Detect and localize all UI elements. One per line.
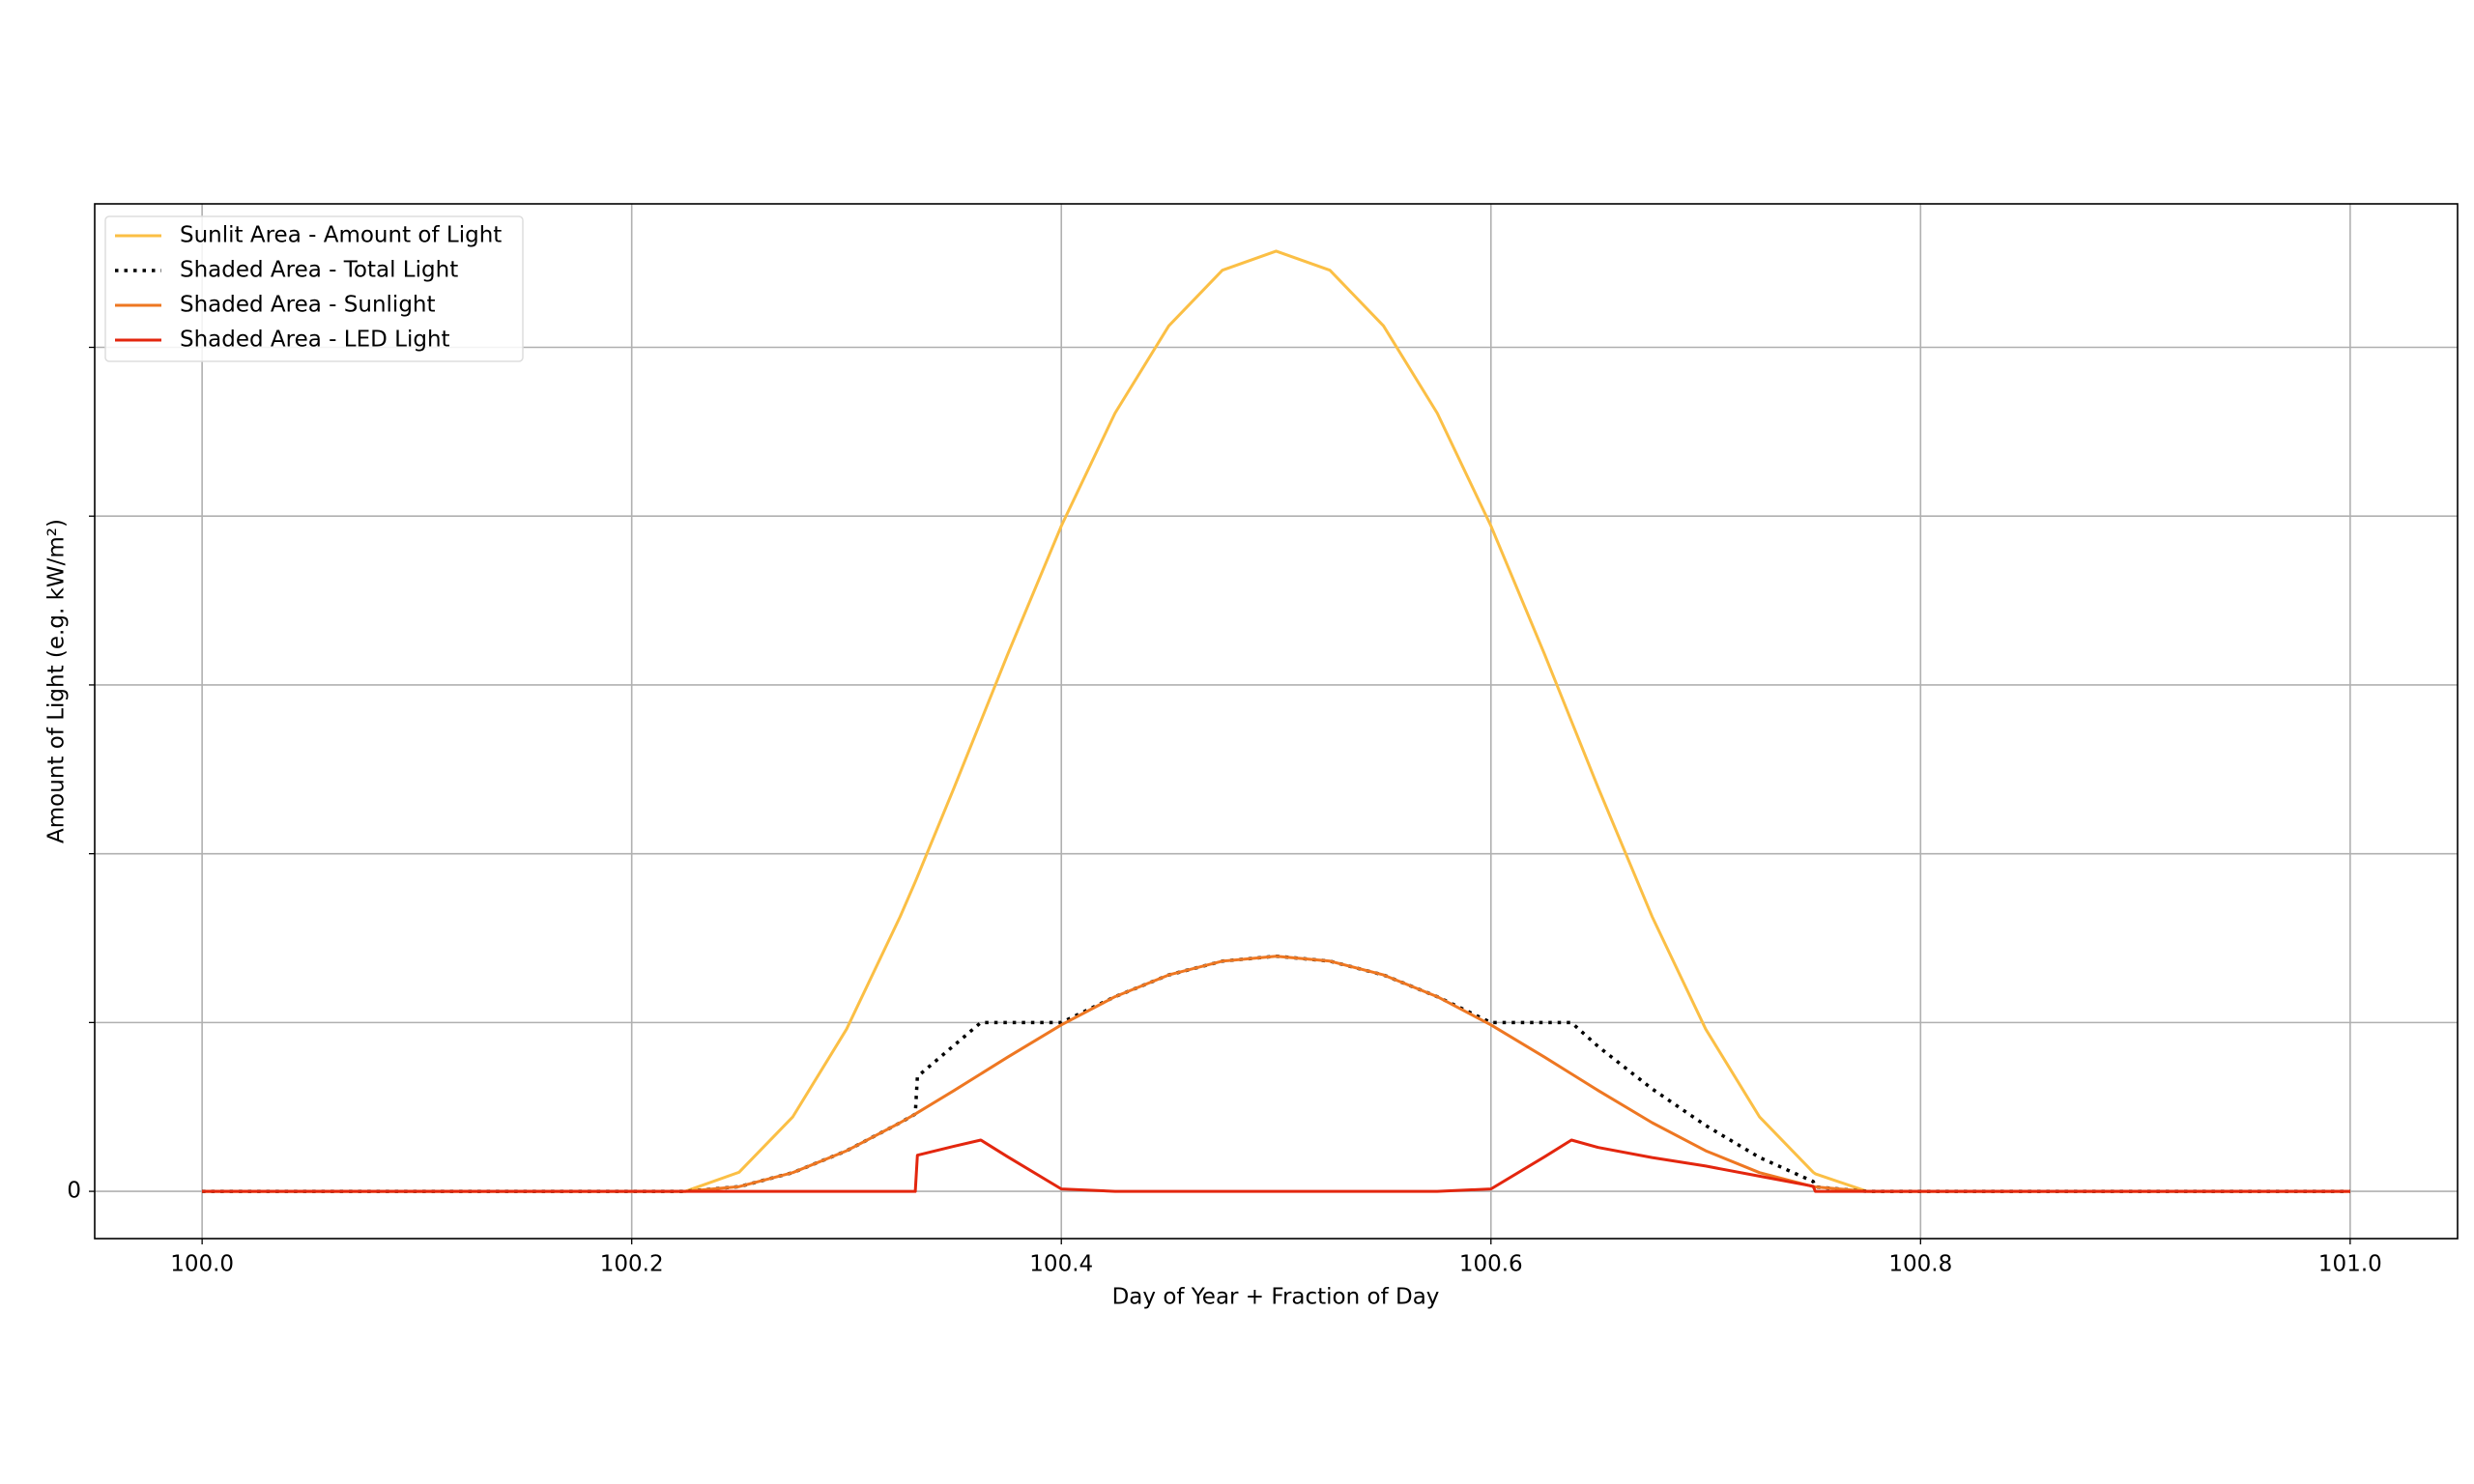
series-line [202,1138,2350,1193]
legend-box [104,215,524,362]
legend-label: Shaded Area - Sunlight [180,293,436,318]
x-tick-label: 100.4 [1029,1252,1093,1277]
x-tick-label: 100.0 [170,1252,234,1277]
x-tick-label: 100.6 [1459,1252,1523,1277]
series-line [202,249,2350,1193]
x-tick-label: 100.2 [600,1252,664,1277]
y-axis-label: Amount of Light (e.g. kW/m²) [44,519,70,843]
legend-label: Shaded Area - Total Light [180,258,458,283]
y-tick-label: 0 [67,1179,81,1204]
plot-frame [94,203,2459,1240]
legend-label: Sunlit Area - Amount of Light [180,223,502,248]
x-axis-label: Day of Year + Fraction of Day [1112,1285,1440,1310]
legend-label: Shaded Area - LED Light [180,328,450,353]
x-tick-label: 101.0 [2318,1252,2382,1277]
series-line [202,954,2350,1193]
series-line [202,955,2350,1193]
x-tick-label: 100.8 [1888,1252,1952,1277]
